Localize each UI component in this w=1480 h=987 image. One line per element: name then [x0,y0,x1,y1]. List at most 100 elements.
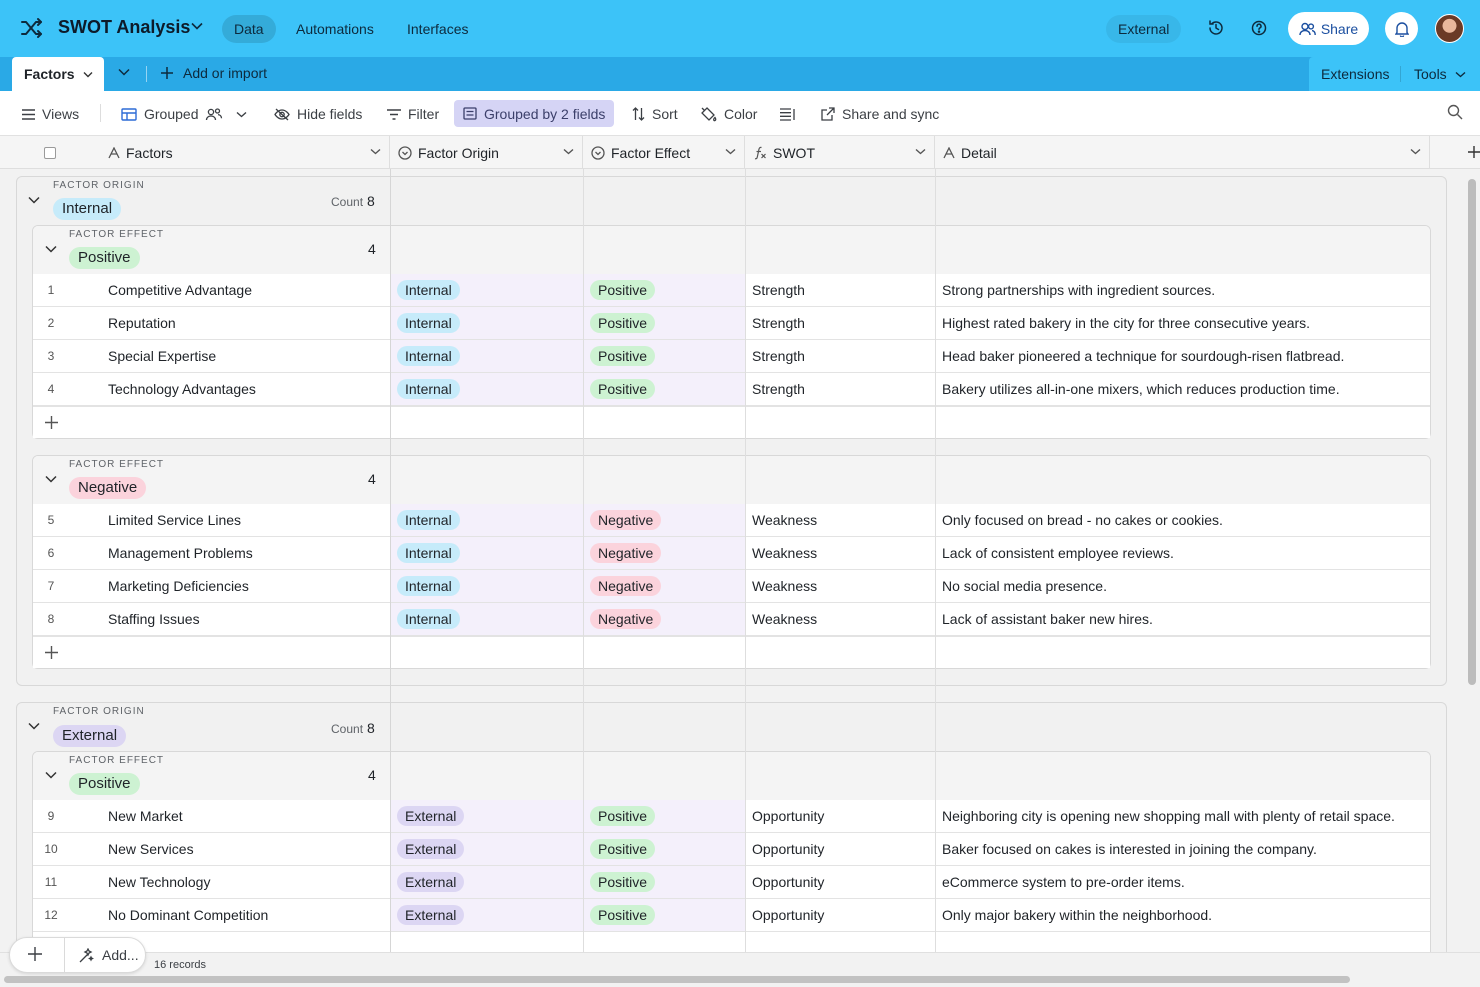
cell-factor-effect[interactable]: Negative [584,537,745,569]
cell-factor-origin[interactable]: External [391,833,583,865]
add-label[interactable]: Add... [102,947,139,963]
nav-tab-interfaces[interactable]: Interfaces [407,21,469,37]
chevron-down-icon[interactable] [915,148,926,155]
views-button[interactable]: Views [22,104,79,124]
select-all-checkbox[interactable] [44,147,56,159]
nav-tab-data[interactable]: Data [222,15,276,43]
cell-factor-effect[interactable]: Positive [584,274,745,306]
base-title[interactable]: SWOT Analysis [58,17,191,37]
table-row[interactable]: 11 New Technology External Positive Opportun… [33,866,1430,899]
column-header-factors[interactable]: Factors [0,136,390,169]
plus-icon[interactable] [28,947,42,961]
cell-swot[interactable]: Opportunity [752,907,825,923]
cell-swot[interactable]: Strength [752,381,805,397]
cell-factor-origin[interactable]: External [391,800,583,832]
cell-factor[interactable]: New Market [108,808,183,824]
cell-factor-effect[interactable]: Positive [584,800,745,832]
cell-factor[interactable]: New Technology [108,874,211,890]
search-icon[interactable] [1447,104,1463,120]
chevron-down-icon[interactable] [28,196,40,204]
add-record-pill[interactable]: Add... [9,937,146,973]
cell-factor-effect[interactable]: Positive [584,307,745,339]
chevron-down-icon[interactable] [370,148,381,155]
cell-detail[interactable]: Bakery utilizes all-in-one mixers, which… [942,381,1340,397]
cell-swot[interactable]: Weakness [752,578,818,594]
cell-swot[interactable]: Opportunity [752,874,825,890]
add-field-plus-icon[interactable] [1468,146,1480,158]
cell-factor-origin[interactable]: External [391,866,583,898]
share-and-sync-button[interactable]: Share and sync [821,104,939,124]
cell-factor-effect[interactable]: Positive [584,833,745,865]
add-record-row[interactable] [33,406,1430,438]
chevron-down-icon[interactable] [45,475,57,483]
chevron-down-icon[interactable] [45,771,57,779]
row-height-button[interactable] [780,104,796,124]
cell-detail[interactable]: Baker focused on cakes is interested in … [942,841,1317,857]
cell-swot[interactable]: Strength [752,282,805,298]
chevron-down-icon[interactable] [725,148,736,155]
cell-factor-effect[interactable]: Negative [584,570,745,602]
cell-detail[interactable]: Head baker pioneered a technique for sou… [942,348,1345,364]
cell-factor-origin[interactable]: Internal [391,504,583,536]
cell-factor-origin[interactable]: Internal [391,274,583,306]
horizontal-scrollbar[interactable] [4,976,1350,983]
cell-factor-effect[interactable]: Negative [584,504,745,536]
extensions-button[interactable]: Extensions [1321,66,1390,82]
table-row[interactable]: 9 New Market External Positive Opportunity Ne… [33,800,1430,833]
cell-factor[interactable]: Staffing Issues [108,611,200,627]
table-row[interactable]: 5 Limited Service Lines Internal Negative We… [33,504,1430,537]
chevron-down-icon[interactable] [28,722,40,730]
cell-detail[interactable]: eCommerce system to pre-order items. [942,874,1185,890]
cell-swot[interactable]: Weakness [752,512,818,528]
filter-button[interactable]: Filter [387,104,439,124]
cell-swot[interactable]: Weakness [752,545,818,561]
cell-detail[interactable]: Neighboring city is opening new shopping… [942,808,1395,824]
cell-factor-origin[interactable]: External [391,899,583,931]
cell-factor-origin[interactable]: Internal [391,570,583,602]
chevron-down-icon[interactable] [1410,148,1421,155]
cell-detail[interactable]: Lack of consistent employee reviews. [942,545,1174,561]
table-row[interactable]: 3 Special Expertise Internal Positive Streng… [33,340,1430,373]
add-or-import-button[interactable]: Add or import [160,65,267,81]
table-row[interactable]: 4 Technology Advantages Internal Positive St… [33,373,1430,406]
nav-tab-automations[interactable]: Automations [296,21,374,37]
column-header-swot[interactable]: SWOT [745,136,935,169]
cell-detail[interactable]: Strong partnerships with ingredient sour… [942,282,1216,298]
cell-detail[interactable]: Lack of assistant baker new hires. [942,611,1153,627]
cell-factor[interactable]: Marketing Deficiencies [108,578,249,594]
cell-factor[interactable]: New Services [108,841,194,857]
view-switcher[interactable]: Grouped [121,104,247,124]
table-row[interactable]: 10 New Services External Positive Opportunit… [33,833,1430,866]
cell-factor[interactable]: Limited Service Lines [108,512,242,528]
cell-factor-origin[interactable]: Internal [391,307,583,339]
history-icon[interactable] [1207,19,1225,37]
cell-factor[interactable]: Technology Advantages [108,381,256,397]
column-header-factor-effect[interactable]: Factor Effect [583,136,745,169]
cell-factor[interactable]: Reputation [108,315,176,331]
sort-button[interactable]: Sort [632,104,678,124]
tools-button[interactable]: Tools [1414,66,1466,82]
hide-fields-button[interactable]: Hide fields [274,104,362,124]
cell-swot[interactable]: Opportunity [752,808,825,824]
table-row[interactable]: 6 Management Problems Internal Negative Weak… [33,537,1430,570]
share-button[interactable]: Share [1288,12,1369,45]
table-row[interactable]: 1 Competitive Advantage Internal Positive St… [33,274,1430,307]
avatar[interactable] [1435,14,1464,43]
cell-factor-effect[interactable]: Positive [584,866,745,898]
cell-factor-origin[interactable]: Internal [391,373,583,405]
cell-detail[interactable]: No social media presence. [942,578,1107,594]
chevron-down-icon[interactable] [118,68,130,76]
chevron-down-icon[interactable] [563,148,574,155]
cell-swot[interactable]: Opportunity [752,841,825,857]
grouped-by-button[interactable]: Grouped by 2 fields [454,100,615,127]
cell-detail[interactable]: Highest rated bakery in the city for thr… [942,315,1311,331]
cell-factor[interactable]: Management Problems [108,545,253,561]
external-button[interactable]: External [1106,15,1182,43]
cell-factor[interactable]: Special Expertise [108,348,217,364]
cell-swot[interactable]: Weakness [752,611,818,627]
notifications-button[interactable] [1385,12,1418,45]
cell-factor-origin[interactable]: Internal [391,537,583,569]
table-row[interactable]: 2 Reputation Internal Positive Strength Highe… [33,307,1430,340]
cell-swot[interactable]: Strength [752,315,805,331]
cell-factor-effect[interactable]: Positive [584,373,745,405]
